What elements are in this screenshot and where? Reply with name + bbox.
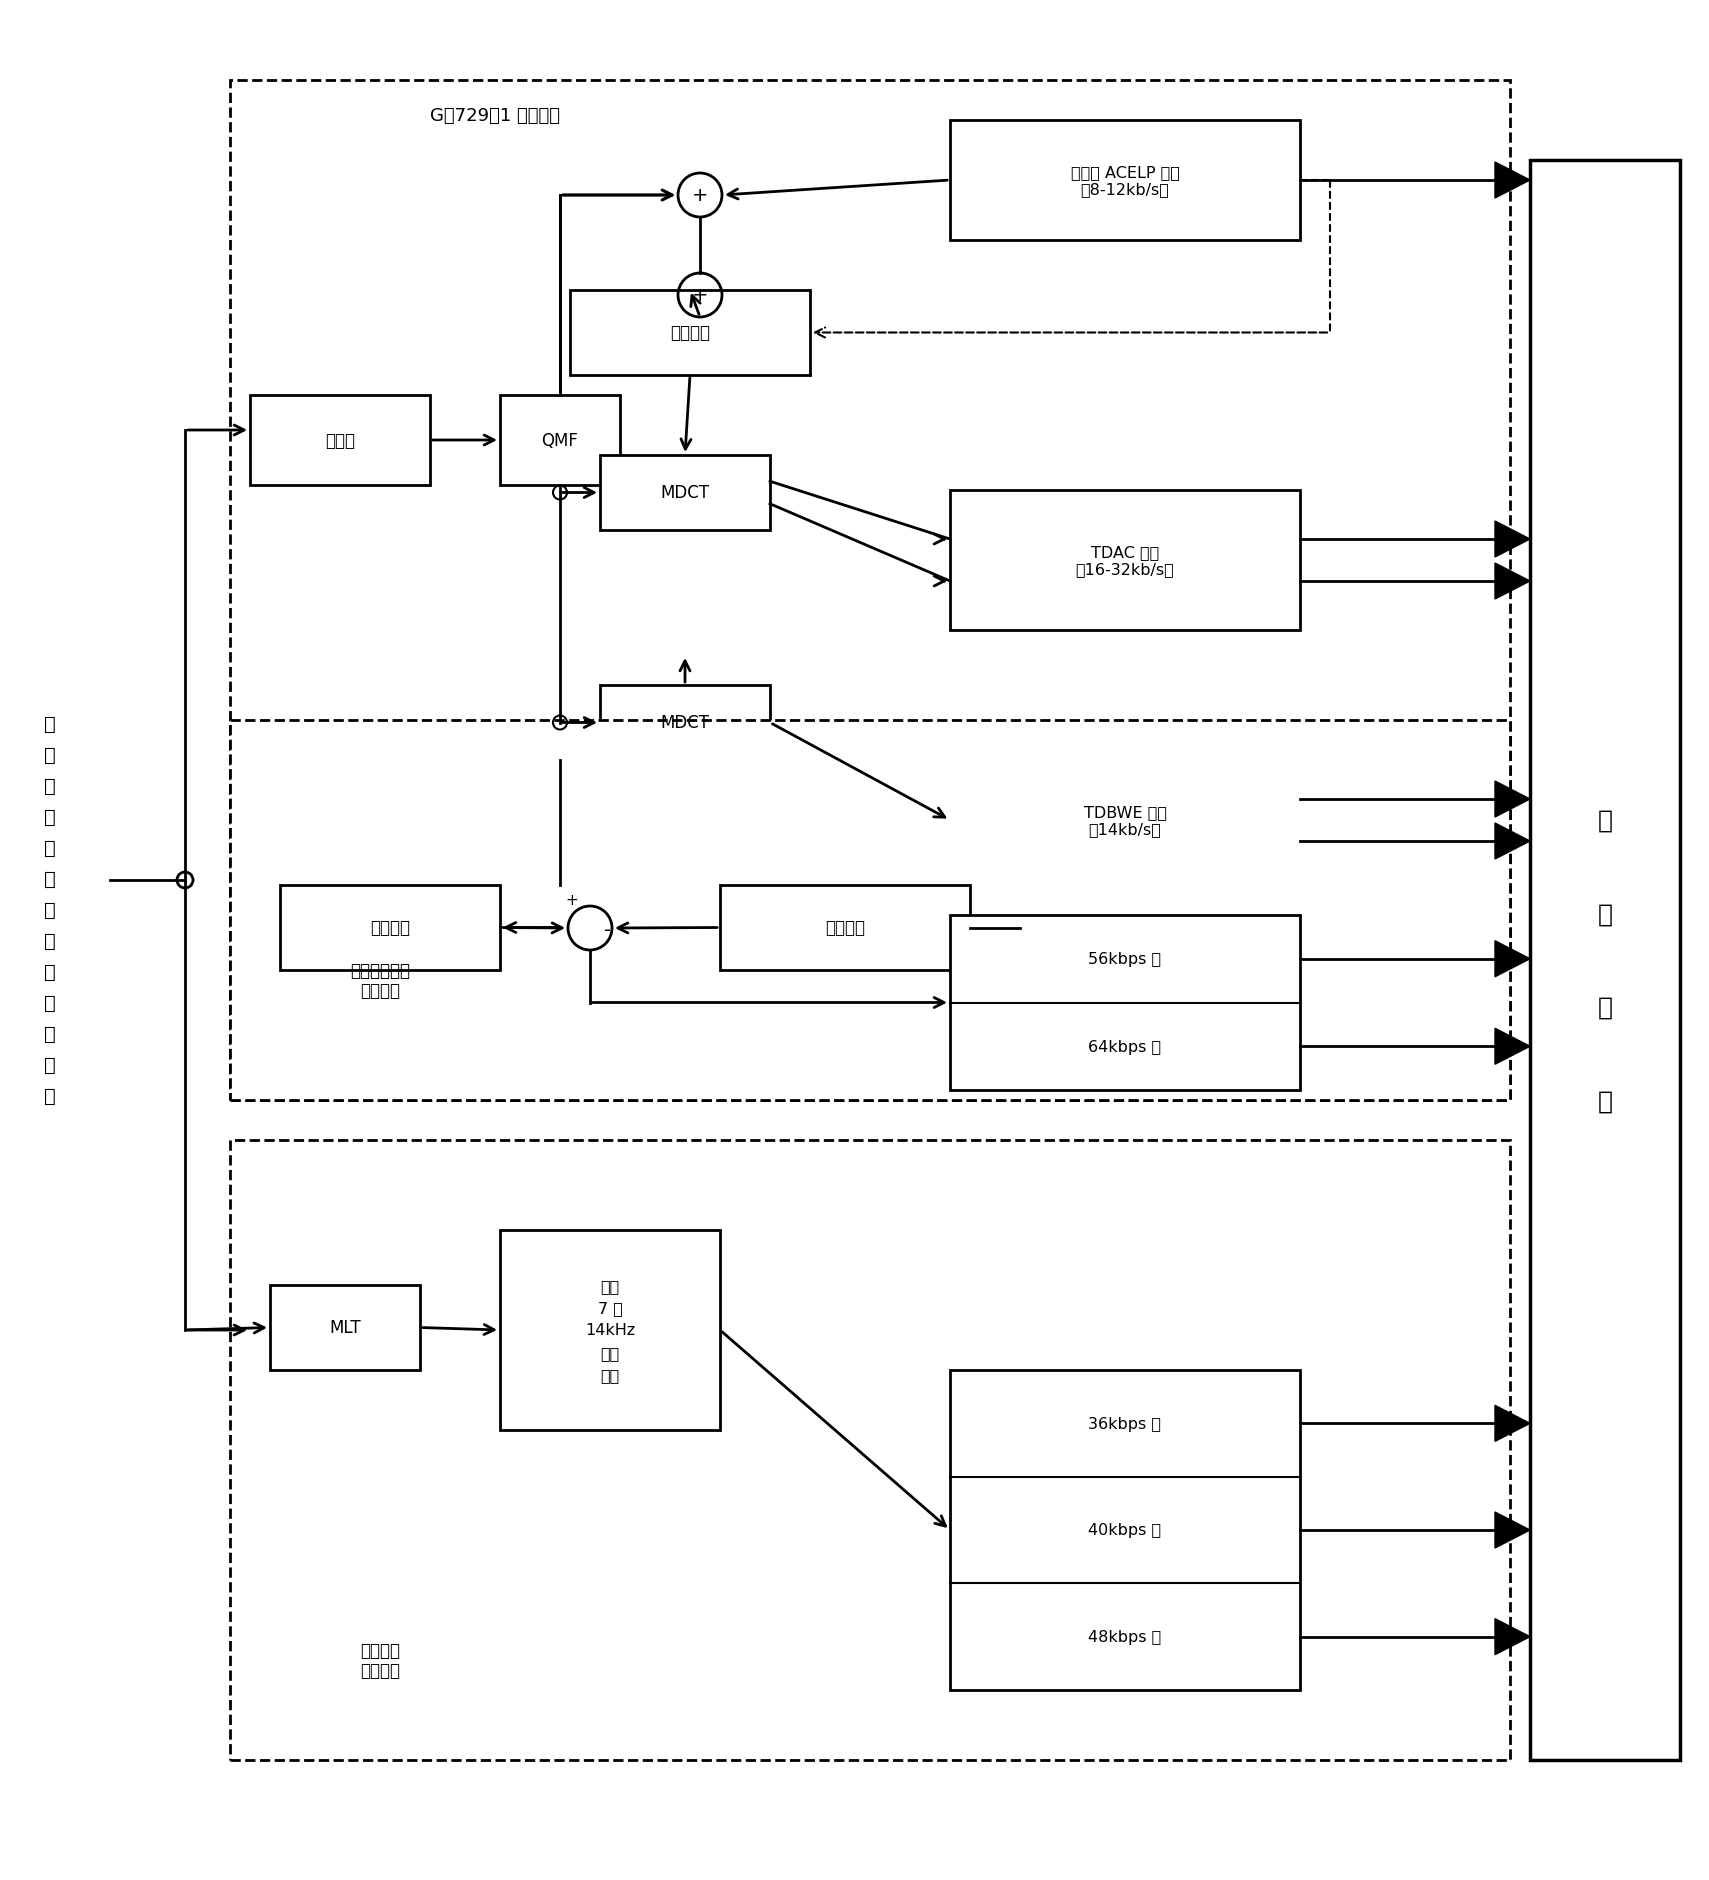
Text: 提取
7 至
14kHz
频段
信息: 提取 7 至 14kHz 频段 信息 — [584, 1278, 636, 1382]
Text: +: + — [692, 186, 708, 205]
FancyBboxPatch shape — [250, 397, 431, 485]
FancyBboxPatch shape — [719, 885, 971, 970]
Text: +: + — [566, 893, 578, 908]
FancyBboxPatch shape — [950, 916, 1301, 1090]
Polygon shape — [1495, 1028, 1530, 1064]
FancyBboxPatch shape — [950, 491, 1301, 630]
Text: 本地解码: 本地解码 — [825, 919, 865, 936]
Polygon shape — [1495, 1619, 1530, 1654]
Text: MDCT: MDCT — [660, 485, 709, 502]
FancyBboxPatch shape — [270, 1286, 420, 1371]
FancyBboxPatch shape — [231, 1141, 1511, 1760]
Polygon shape — [1495, 164, 1530, 199]
Text: 48kbps 层: 48kbps 层 — [1089, 1630, 1162, 1645]
Text: 频谱合并: 频谱合并 — [371, 919, 410, 936]
Text: 下采样: 下采样 — [325, 432, 355, 449]
FancyBboxPatch shape — [501, 1230, 719, 1431]
Text: 嵌入式 ACELP 编码
（8-12kb/s）: 嵌入式 ACELP 编码 （8-12kb/s） — [1070, 165, 1179, 197]
Text: 36kbps 层: 36kbps 层 — [1089, 1416, 1162, 1431]
Polygon shape — [1495, 523, 1530, 558]
Text: QMF: QMF — [542, 432, 578, 449]
FancyBboxPatch shape — [950, 1371, 1301, 1690]
Text: TDAC 编码
（16-32kb/s）: TDAC 编码 （16-32kb/s） — [1075, 545, 1174, 577]
Polygon shape — [1495, 1406, 1530, 1442]
Text: -: - — [605, 921, 612, 940]
Polygon shape — [1495, 564, 1530, 600]
Polygon shape — [1495, 1512, 1530, 1547]
Text: MDCT: MDCT — [660, 714, 709, 731]
FancyBboxPatch shape — [280, 885, 501, 970]
Text: 64kbps 层: 64kbps 层 — [1089, 1040, 1162, 1055]
FancyBboxPatch shape — [501, 397, 620, 485]
Text: G．729．1 编码模块: G．729．1 编码模块 — [431, 107, 561, 124]
Polygon shape — [1495, 782, 1530, 818]
Text: 40kbps 层: 40kbps 层 — [1089, 1523, 1162, 1538]
FancyBboxPatch shape — [950, 120, 1301, 241]
Text: 单
声
道
超
宽
带
语
音
或
音
频
信
号: 单 声 道 超 宽 带 语 音 或 音 频 信 号 — [44, 714, 56, 1105]
Text: 56kbps 层: 56kbps 层 — [1089, 951, 1162, 966]
FancyBboxPatch shape — [571, 291, 810, 376]
Polygon shape — [1495, 823, 1530, 859]
FancyBboxPatch shape — [950, 750, 1301, 891]
Text: 感知加权: 感知加权 — [670, 325, 709, 342]
Polygon shape — [1495, 942, 1530, 978]
FancyBboxPatch shape — [231, 720, 1511, 1100]
Text: 码

流

信

息: 码 流 信 息 — [1598, 808, 1613, 1113]
Text: MLT: MLT — [330, 1318, 361, 1337]
FancyBboxPatch shape — [231, 81, 1511, 1100]
FancyBboxPatch shape — [600, 686, 771, 761]
Text: 高频信号
编码模块: 高频信号 编码模块 — [361, 1641, 400, 1679]
Text: TDBWE 编码
（14kb/s）: TDBWE 编码 （14kb/s） — [1084, 805, 1167, 837]
FancyBboxPatch shape — [600, 455, 771, 530]
Text: +: + — [692, 286, 708, 305]
FancyBboxPatch shape — [1530, 162, 1680, 1760]
Text: 低频补充信号
编码模块: 低频补充信号 编码模块 — [350, 961, 410, 1000]
